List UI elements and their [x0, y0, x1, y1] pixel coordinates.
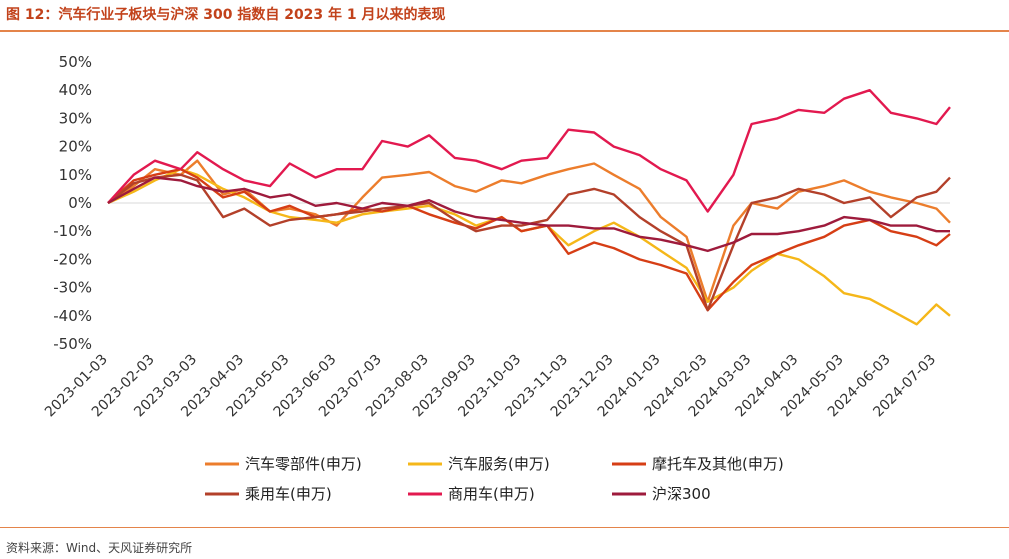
y-tick-label: 40% — [59, 81, 92, 99]
y-tick-label: -10% — [53, 222, 92, 240]
series-line — [107, 167, 951, 312]
legend: 汽车零部件(申万) 汽车服务(申万) 摩托车及其他(申万) 乘用车(申万) 商用车(申万… — [205, 455, 784, 503]
y-tick-label: 10% — [59, 166, 92, 184]
y-axis: 50% 40% 30% 20% 10% 0% -10% -20% -30% -40% -50% — [53, 53, 950, 353]
plot-area — [107, 89, 951, 326]
legend-label: 商用车(申万) — [448, 485, 535, 503]
y-tick-label: 0% — [68, 194, 92, 212]
legend-label: 乘用车(申万) — [245, 485, 332, 503]
source-note: 资料来源：Wind、天风证券研究所 — [6, 541, 193, 555]
y-tick-label: -20% — [53, 250, 92, 268]
series-line — [107, 176, 950, 253]
series-line — [107, 159, 951, 303]
y-tick-label: -50% — [53, 335, 92, 353]
y-tick-label: -30% — [53, 279, 92, 297]
series-line — [107, 173, 951, 312]
line-chart: 50% 40% 30% 20% 10% 0% -10% -20% -30% -40% -50% 20… — [42, 53, 951, 503]
legend-label: 汽车服务(申万) — [448, 455, 550, 473]
legend-label: 沪深300 — [652, 485, 711, 503]
legend-label: 汽车零部件(申万) — [245, 455, 362, 473]
y-tick-label: 20% — [59, 138, 92, 156]
bottom-divider — [0, 527, 1009, 528]
y-tick-label: 50% — [59, 53, 92, 71]
legend-label: 摩托车及其他(申万) — [652, 455, 784, 473]
chart-title: 图 12：汽车行业子板块与沪深 300 指数自 2023 年 1 月以来的表现 — [6, 7, 446, 23]
series-line — [107, 89, 951, 213]
series-line — [107, 167, 951, 326]
top-divider — [0, 30, 1009, 32]
y-tick-label: -40% — [53, 307, 92, 325]
y-tick-label: 30% — [59, 109, 92, 127]
x-axis: 2023-01-032023-02-032023-03-032023-04-03… — [42, 352, 939, 421]
